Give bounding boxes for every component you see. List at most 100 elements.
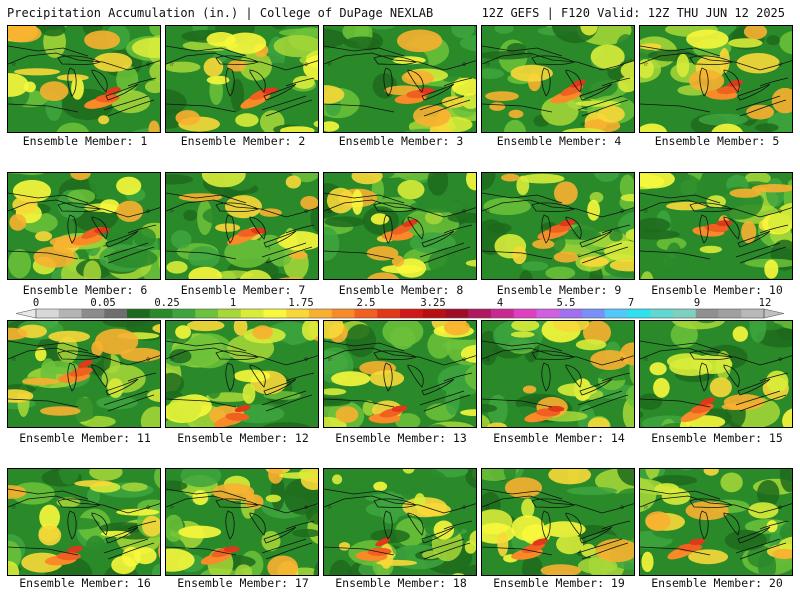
ensemble-member-label: Ensemble Member: 5 bbox=[654, 134, 780, 148]
ensemble-member-label: Ensemble Member: 11 bbox=[19, 431, 151, 445]
ensemble-member-label: Ensemble Member: 13 bbox=[335, 431, 467, 445]
ensemble-member-label: Ensemble Member: 7 bbox=[180, 283, 306, 297]
svg-text:◇: ◇ bbox=[462, 503, 467, 511]
colorbar-swatch bbox=[604, 309, 628, 318]
precip-map-graphic: ☆ ◇ bbox=[640, 26, 792, 132]
colorbar-right-arrow bbox=[763, 308, 784, 319]
ensemble-member-map: ☆ ◇ bbox=[639, 468, 793, 576]
svg-text:◇: ◇ bbox=[462, 207, 467, 215]
svg-text:☆: ☆ bbox=[485, 206, 491, 216]
svg-text:◇: ◇ bbox=[778, 355, 783, 363]
ensemble-member-map: ☆ ◇ bbox=[165, 172, 319, 280]
ensemble-member-label: Ensemble Member: 17 bbox=[177, 576, 309, 590]
precip-map-graphic: ☆ ◇ bbox=[640, 321, 792, 427]
colorbar-swatch bbox=[422, 309, 446, 318]
ensemble-member-map: ☆ ◇ bbox=[639, 25, 793, 133]
svg-text:◇: ◇ bbox=[146, 355, 151, 363]
colorbar-swatch bbox=[331, 309, 355, 318]
svg-text:☆: ☆ bbox=[11, 206, 17, 216]
colorbar-swatch bbox=[582, 309, 606, 318]
colorbar-swatch bbox=[559, 309, 583, 318]
svg-text:☆: ☆ bbox=[169, 59, 175, 69]
svg-text:◇: ◇ bbox=[462, 355, 467, 363]
svg-text:☆: ☆ bbox=[643, 502, 649, 512]
ensemble-member-map: ☆ ◇ bbox=[323, 25, 477, 133]
precip-map-graphic: ☆ ◇ bbox=[166, 469, 318, 575]
svg-text:☆: ☆ bbox=[11, 59, 17, 69]
ensemble-member-map: ☆ ◇ bbox=[7, 25, 161, 133]
ensemble-member-map: ☆ ◇ bbox=[7, 468, 161, 576]
ensemble-member-map: ☆ ◇ bbox=[165, 320, 319, 428]
svg-text:☆: ☆ bbox=[169, 502, 175, 512]
colorbar-swatch bbox=[58, 309, 82, 318]
svg-text:☆: ☆ bbox=[169, 354, 175, 364]
colorbar-swatch bbox=[695, 309, 719, 318]
colorbar-swatch bbox=[513, 309, 537, 318]
ensemble-member-label: Ensemble Member: 16 bbox=[19, 576, 151, 590]
ensemble-member-map: ☆ ◇ bbox=[7, 172, 161, 280]
ensemble-member-label: Ensemble Member: 3 bbox=[338, 134, 464, 148]
precip-map-graphic: ☆ ◇ bbox=[324, 173, 476, 279]
precip-map-graphic: ☆ ◇ bbox=[8, 321, 160, 427]
ensemble-member-label: Ensemble Member: 18 bbox=[335, 576, 467, 590]
ensemble-member-map: ☆ ◇ bbox=[481, 468, 635, 576]
svg-text:☆: ☆ bbox=[643, 59, 649, 69]
ensemble-member-map: ☆ ◇ bbox=[323, 468, 477, 576]
precip-map-graphic: ☆ ◇ bbox=[482, 173, 634, 279]
colorbar-tick-label: 5.5 bbox=[556, 297, 576, 309]
colorbar-swatch bbox=[354, 309, 378, 318]
svg-text:◇: ◇ bbox=[620, 355, 625, 363]
ensemble-member-map: ☆ ◇ bbox=[323, 172, 477, 280]
svg-text:◇: ◇ bbox=[778, 207, 783, 215]
colorbar-swatch bbox=[468, 309, 492, 318]
colorbar-swatch bbox=[263, 309, 287, 318]
ensemble-member-map: ☆ ◇ bbox=[165, 468, 319, 576]
svg-text:☆: ☆ bbox=[485, 354, 491, 364]
colorbar-tick-label: 0 bbox=[32, 297, 40, 309]
precip-map-graphic: ☆ ◇ bbox=[640, 469, 792, 575]
svg-text:◇: ◇ bbox=[778, 60, 783, 68]
svg-text:☆: ☆ bbox=[643, 354, 649, 364]
colorbar-tick-label: 1 bbox=[229, 297, 237, 309]
precip-map-graphic: ☆ ◇ bbox=[166, 321, 318, 427]
model-valid-time: 12Z GEFS | F120 Valid: 12Z THU JUN 12 20… bbox=[481, 6, 785, 20]
precip-map-graphic: ☆ ◇ bbox=[8, 26, 160, 132]
svg-text:◇: ◇ bbox=[620, 503, 625, 511]
colorbar-tick-label: 4 bbox=[496, 297, 504, 309]
precip-map-graphic: ☆ ◇ bbox=[324, 469, 476, 575]
ensemble-member-map: ☆ ◇ bbox=[165, 25, 319, 133]
svg-text:◇: ◇ bbox=[462, 60, 467, 68]
ensemble-member-label: Ensemble Member: 9 bbox=[496, 283, 622, 297]
svg-text:☆: ☆ bbox=[11, 354, 17, 364]
svg-text:☆: ☆ bbox=[11, 502, 17, 512]
colorbar-swatch bbox=[286, 309, 310, 318]
svg-text:◇: ◇ bbox=[620, 60, 625, 68]
precip-map-graphic: ☆ ◇ bbox=[8, 469, 160, 575]
colorbar-tick-label: 12 bbox=[758, 297, 772, 309]
svg-text:◇: ◇ bbox=[304, 60, 309, 68]
colorbar-swatch bbox=[673, 309, 697, 318]
precip-map-graphic: ☆ ◇ bbox=[482, 321, 634, 427]
colorbar-swatch bbox=[172, 309, 196, 318]
colorbar-tick-label: 1.75 bbox=[288, 297, 314, 309]
colorbar-swatch bbox=[377, 309, 401, 318]
precip-map-graphic: ☆ ◇ bbox=[482, 26, 634, 132]
ensemble-member-label: Ensemble Member: 10 bbox=[651, 283, 783, 297]
svg-text:◇: ◇ bbox=[778, 503, 783, 511]
ensemble-member-label: Ensemble Member: 6 bbox=[22, 283, 148, 297]
svg-text:☆: ☆ bbox=[327, 354, 333, 364]
precip-map-graphic: ☆ ◇ bbox=[166, 173, 318, 279]
colorbar-swatch bbox=[218, 309, 242, 318]
svg-text:☆: ☆ bbox=[485, 59, 491, 69]
colorbar-tick-label: 7 bbox=[627, 297, 635, 309]
colorbar-swatch bbox=[149, 309, 173, 318]
ensemble-member-map: ☆ ◇ bbox=[481, 25, 635, 133]
colorbar-swatch bbox=[36, 309, 60, 318]
svg-text:☆: ☆ bbox=[327, 59, 333, 69]
ensemble-member-label: Ensemble Member: 14 bbox=[493, 431, 625, 445]
precip-map-graphic: ☆ ◇ bbox=[640, 173, 792, 279]
ensemble-member-label: Ensemble Member: 2 bbox=[180, 134, 306, 148]
svg-text:◇: ◇ bbox=[146, 207, 151, 215]
colorbar-swatch bbox=[195, 309, 219, 318]
colorbar-swatch bbox=[627, 309, 651, 318]
